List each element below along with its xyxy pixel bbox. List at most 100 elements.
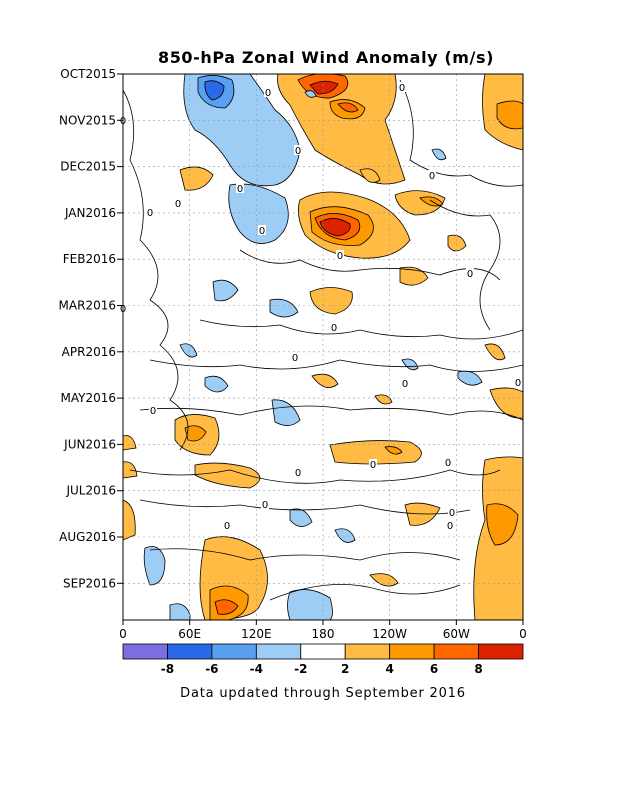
contour-zero-label: 0 [259, 226, 265, 237]
zero-contour-5 [149, 359, 523, 372]
zero-contour-4 [199, 319, 523, 340]
easterly-patch-11 [431, 148, 447, 161]
westerly-patch-2 [359, 168, 381, 183]
zero-contour-8 [139, 499, 471, 515]
y-axis: OCT2015 NOV2015 DEC2015 JAN2016 FEB2016 MAR20… [59, 67, 123, 590]
colorbar-level-label: 4 [385, 662, 393, 676]
westerly-patch-6 [374, 394, 393, 405]
westerly-core-east-jul [486, 503, 519, 546]
easterly-region-sep [287, 589, 333, 620]
x-tick-label: 0 [119, 627, 127, 641]
easterly-region-aug-west [143, 546, 166, 586]
x-tick-label: 0 [519, 627, 527, 641]
contour-zero-label: 0 [370, 460, 376, 471]
contour-zero-label: 0 [150, 406, 156, 417]
contour-zero-label: 0 [447, 521, 453, 532]
contour-label-bg [428, 170, 436, 180]
contour-label-bg [146, 207, 154, 217]
x-tick-label: 60W [443, 627, 470, 641]
colorbar-swatch [167, 643, 213, 660]
westerly-patch-3 [447, 234, 467, 252]
westerly-patch-4 [399, 266, 429, 286]
contour-label-bg [258, 225, 266, 235]
contour-zero-label: 0 [331, 323, 337, 334]
positive-anomaly-regions [123, 74, 523, 620]
easterly-patch-5 [271, 399, 301, 426]
contour-label-bg [446, 520, 454, 530]
contour-label-bg [236, 183, 244, 193]
westerly-band-jul-west [194, 462, 261, 489]
footer-note: Data updated through September 2016 [180, 686, 466, 701]
contour-label-bg [369, 459, 377, 469]
contour-label-bg [448, 507, 456, 517]
y-tick-label: JAN2016 [64, 206, 116, 220]
zero-contour-1 [123, 89, 159, 301]
contour-zero-label: 0 [265, 88, 271, 99]
westerly-band-jun [329, 440, 422, 465]
x-tick-label: 120W [372, 627, 407, 641]
contour-label-bg [401, 378, 409, 388]
contour-zero-label: 0 [262, 500, 268, 511]
zero-contour-2 [149, 299, 189, 451]
colorbar-swatch [122, 643, 168, 660]
colorbar-level-label: 8 [474, 662, 482, 676]
y-tick-label: FEB2016 [63, 252, 116, 266]
y-tick-label: MAY2016 [61, 391, 117, 405]
easterly-patch-8 [289, 508, 313, 527]
contour-label-bg [336, 250, 344, 260]
contour-label-bg [264, 87, 272, 97]
colorbar: -8 -6 -4 -2 2 4 6 8 [122, 643, 524, 676]
contour-label-bg [149, 405, 157, 415]
easterly-patch-10 [169, 603, 191, 620]
colorbar-swatch [344, 643, 391, 660]
contour-zero-label: 0 [295, 146, 301, 157]
westerly-patch-11 [123, 499, 136, 541]
westerly-region-oct-nov [277, 74, 406, 185]
grid-lines [123, 74, 523, 620]
contour-label-bg [444, 457, 452, 467]
contour-zero-label: 0 [292, 353, 298, 364]
x-tick-label: 180 [312, 627, 335, 641]
easterly-patch-2 [269, 298, 299, 318]
zero-contour-6 [139, 405, 523, 421]
contour-label-bg [174, 198, 182, 208]
colorbar-level-label: -8 [161, 662, 174, 676]
contour-zero-label: 0 [147, 208, 153, 219]
contour-zero-label: 0 [237, 184, 243, 195]
easterly-core-oct-inner [204, 80, 225, 101]
y-tick-label: JUL2016 [65, 484, 116, 498]
westerly-core-oct-inner [309, 80, 339, 95]
westerly-core-jun-west [184, 425, 207, 442]
contour-zero-label: 0 [402, 379, 408, 390]
contour-zero-label: 0 [224, 521, 230, 532]
colorbar-level-label: -6 [205, 662, 218, 676]
westerly-core-jun [384, 446, 403, 455]
contour-label-bg [261, 499, 269, 509]
x-tick-label: 60E [178, 627, 201, 641]
zero-contour-3 [239, 249, 501, 281]
contour-label-bg [294, 467, 302, 477]
y-tick-label: OCT2015 [60, 67, 116, 81]
easterly-region-dec-jan [228, 183, 289, 244]
westerly-core-jan-inner [319, 218, 351, 237]
westerly-patch-9 [123, 435, 137, 451]
easterly-patch-4 [204, 375, 229, 393]
y-tick-label: NOV2015 [59, 113, 116, 127]
contour-zero-label: 0 [175, 199, 181, 210]
contour-label-bg [514, 377, 522, 387]
contour-zero-label: 0 [515, 378, 521, 389]
contour-label-bg [398, 82, 406, 92]
westerly-patch-5 [311, 373, 339, 388]
contour-zero-label: 0 [445, 458, 451, 469]
westerly-region-east-dec [394, 190, 446, 216]
y-tick-label: DEC2015 [60, 160, 116, 174]
contour-zero-label: 0 [399, 83, 405, 94]
y-tick-label: AUG2016 [59, 530, 116, 544]
contour-label-bg [466, 268, 474, 278]
easterly-patch-3 [179, 343, 198, 358]
contour-zero-label: 0 [449, 508, 455, 519]
colorbar-swatch [300, 643, 346, 660]
colorbar-level-label: -2 [294, 662, 307, 676]
negative-anomaly-regions [143, 74, 483, 620]
y-tick-label: APR2016 [62, 345, 116, 359]
